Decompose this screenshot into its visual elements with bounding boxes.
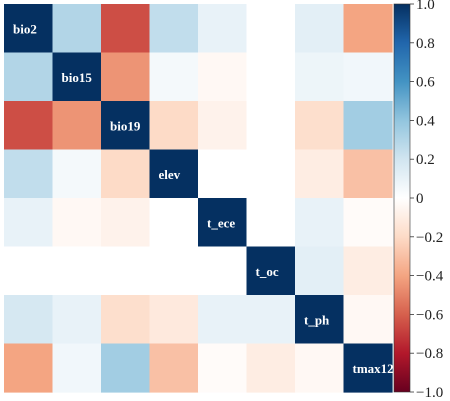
- heatmap-cell-t_oc-t_ece: [198, 246, 248, 296]
- heatmap-cell-t_oc-bio15: [52, 246, 102, 296]
- diagonal-label-bio19: bio19: [110, 118, 141, 133]
- colorbar-tick-label: 0: [416, 191, 424, 207]
- heatmap-cell-t_ph-bio2: [4, 295, 54, 345]
- heatmap-cell-t_oc-tmax12: [343, 246, 393, 296]
- heatmap-cells: [4, 4, 393, 393]
- heatmap-cell-bio15-t_ph: [295, 52, 345, 102]
- heatmap-cell-bio15-bio19: [101, 52, 151, 102]
- heatmap-cell-t_ph-t_oc: [246, 295, 296, 345]
- heatmap-cell-t_ph-bio19: [101, 295, 151, 345]
- heatmap-cell-bio15-bio2: [4, 52, 54, 102]
- heatmap-cell-t_ph-tmax12: [343, 295, 393, 345]
- heatmap-cell-bio19-bio2: [4, 101, 54, 151]
- heatmap-cell-elev-tmax12: [343, 149, 393, 199]
- colorbar-tick-label: 0.8: [416, 36, 435, 52]
- heatmap-cell-bio19-t_oc: [246, 101, 296, 151]
- diagonal-label-t-ece: t_ece: [207, 215, 235, 230]
- heatmap-cell-elev-t_ph: [295, 149, 345, 199]
- heatmap-cell-bio2-elev: [149, 4, 199, 54]
- heatmap-cell-t_ece-tmax12: [343, 198, 393, 248]
- heatmap-cell-tmax12-bio15: [52, 343, 102, 393]
- heatmap-cell-elev-bio15: [52, 149, 102, 199]
- colorbar-tick-label: 0.4: [416, 113, 435, 129]
- colorbar-tick-label: 1.0: [416, 0, 435, 13]
- diagonal-label-bio15: bio15: [62, 70, 93, 85]
- heatmap-cell-t_oc-bio2: [4, 246, 54, 296]
- colorbar-tick-label: −0.2: [416, 230, 443, 246]
- heatmap-cell-tmax12-t_ph: [295, 343, 345, 393]
- heatmap-cell-t_ece-t_ece: [198, 198, 248, 248]
- heatmap-cell-t_ece-elev: [149, 198, 199, 248]
- colorbar-tick-label: −0.4: [416, 269, 444, 285]
- heatmap-cell-t_ph-t_ph: [295, 295, 345, 345]
- heatmap-cell-elev-t_oc: [246, 149, 296, 199]
- heatmap-cell-bio2-t_ph: [295, 4, 345, 54]
- heatmap-cell-bio15-tmax12: [343, 52, 393, 102]
- heatmap-cell-bio2-t_ece: [198, 4, 248, 54]
- diagonal-label-t-oc: t_oc: [256, 264, 279, 279]
- colorbar-tick-label: 0.6: [416, 75, 435, 91]
- colorbar-tick-label: 0.2: [416, 152, 435, 168]
- heatmap-cell-bio15-elev: [149, 52, 199, 102]
- colorbar-tick-label: −1.0: [416, 385, 443, 401]
- colorbar-tick-label: −0.8: [416, 346, 443, 362]
- heatmap-cell-bio19-elev: [149, 101, 199, 151]
- heatmap-cell-bio19-t_ece: [198, 101, 248, 151]
- heatmap-cell-elev-bio19: [101, 149, 151, 199]
- heatmap-cell-t_ece-bio2: [4, 198, 54, 248]
- heatmap-cell-bio15-t_oc: [246, 52, 296, 102]
- diagonal-label-bio2: bio2: [13, 21, 37, 36]
- colorbar: [393, 3, 411, 393]
- heatmap-cell-bio19-bio19: [101, 101, 151, 151]
- heatmap-cell-t_oc-elev: [149, 246, 199, 296]
- heatmap-cell-bio19-t_ph: [295, 101, 345, 151]
- heatmap-cell-t_ece-bio15: [52, 198, 102, 248]
- heatmap-cell-elev-bio2: [4, 149, 54, 199]
- colorbar-tick-label: −0.6: [416, 307, 444, 323]
- heatmap-cell-t_ph-t_ece: [198, 295, 248, 345]
- heatmap-cell-elev-t_ece: [198, 149, 248, 199]
- diagonal-label-tmax12: tmax12: [353, 361, 394, 376]
- heatmap-cell-t_ece-bio19: [101, 198, 151, 248]
- heatmap-cell-bio15-bio15: [52, 52, 102, 102]
- heatmap-cell-tmax12-bio2: [4, 343, 54, 393]
- heatmap-cell-bio15-t_ece: [198, 52, 248, 102]
- heatmap-cell-bio19-bio15: [52, 101, 102, 151]
- heatmap-cell-bio2-tmax12: [343, 4, 393, 54]
- heatmap-cell-tmax12-t_oc: [246, 343, 296, 393]
- diagonal-label-elev: elev: [159, 167, 181, 182]
- heatmap-cell-bio2-bio19: [101, 4, 151, 54]
- heatmap-cell-elev-elev: [149, 149, 199, 199]
- heatmap-cell-t_ph-elev: [149, 295, 199, 345]
- heatmap-cell-t_oc-t_oc: [246, 246, 296, 296]
- heatmap-cell-t_oc-t_ph: [295, 246, 345, 296]
- heatmap-cell-tmax12-t_ece: [198, 343, 248, 393]
- heatmap-cell-tmax12-bio19: [101, 343, 151, 393]
- heatmap-cell-t_ece-t_ph: [295, 198, 345, 248]
- heatmap-cell-tmax12-tmax12: [343, 343, 393, 393]
- colorbar-ticks: 1.0 0.8 0.6 0.4 0.2 0 −0.2 −0.4 −0.6 −0.8 −1.0: [410, 0, 444, 401]
- heatmap-cell-tmax12-elev: [149, 343, 199, 393]
- diagonal-labels: bio2 bio15 bio19 elev t_ece t_oc t_ph tmax12: [13, 21, 394, 376]
- heatmap-cell-bio19-tmax12: [343, 101, 393, 151]
- diagonal-label-t-ph: t_ph: [304, 312, 330, 327]
- heatmap-cell-bio2-bio15: [52, 4, 102, 54]
- heatmap-cell-t_ph-bio15: [52, 295, 102, 345]
- heatmap-cell-t_ece-t_oc: [246, 198, 296, 248]
- heatmap-cell-t_oc-bio19: [101, 246, 151, 296]
- heatmap-cell-bio2-t_oc: [246, 4, 296, 54]
- heatmap-cell-bio2-bio2: [4, 4, 54, 54]
